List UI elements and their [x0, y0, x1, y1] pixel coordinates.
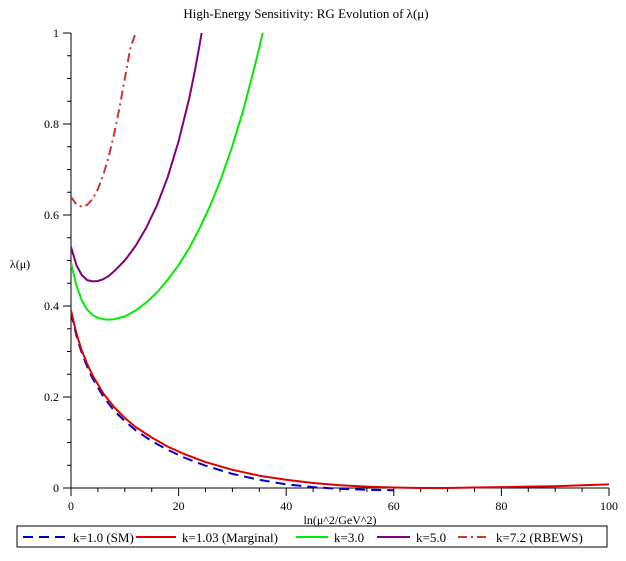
series-line-0: [71, 312, 394, 492]
series-line-3: [71, 33, 203, 283]
y-tick-label: 1: [53, 26, 59, 40]
y-tick-label: 0: [53, 481, 59, 495]
y-tick-label: 0.6: [44, 208, 59, 222]
legend-label-1: k=1.03 (Marginal): [182, 530, 278, 545]
x-tick-label: 100: [600, 499, 618, 513]
axes: [70, 33, 609, 489]
y-tick-label: 0.4: [44, 299, 59, 313]
x-tick-label: 20: [173, 499, 185, 513]
legend-label-2: k=3.0: [334, 530, 364, 545]
y-tick-label: 0.8: [44, 117, 59, 131]
legend-label-4: k=7.2 (RBEWS): [496, 530, 583, 545]
series-line-2: [71, 33, 264, 321]
legend: k=1.0 (SM) k=1.03 (Marginal) k=3.0 k=5.0 k=7…: [16, 525, 608, 548]
legend-label-3: k=5.0: [416, 530, 446, 545]
x-tick-label: 0: [68, 499, 74, 513]
legend-label-0: k=1.0 (SM): [73, 530, 134, 545]
x-axis-label: ln(μ^2/GeV^2): [303, 513, 376, 527]
y-axis-label: λ(μ): [10, 257, 30, 271]
y-tick-label: 0.2: [44, 390, 59, 404]
series-line-1: [71, 310, 609, 489]
x-tick-label: 40: [280, 499, 292, 513]
series-line-4: [71, 33, 137, 208]
ticks: 0 20 40 60 80 100 0 0.2 0.4 0.6 0.8 1: [44, 26, 618, 513]
x-tick-label: 60: [388, 499, 400, 513]
chart-title: High-Energy Sensitivity: RG Evolution of…: [183, 6, 428, 21]
series-layer: [71, 33, 609, 492]
x-tick-label: 80: [495, 499, 507, 513]
